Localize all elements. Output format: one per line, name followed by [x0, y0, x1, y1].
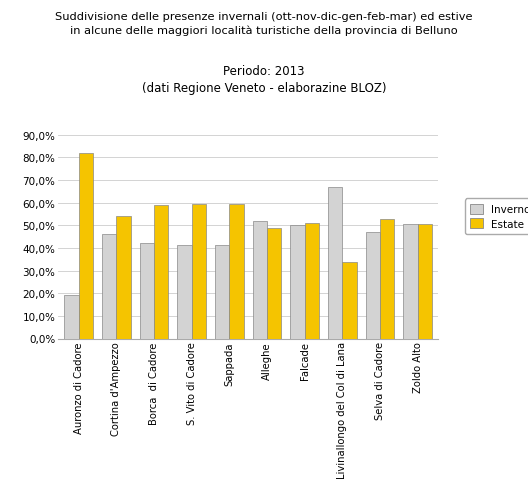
Bar — [229, 204, 243, 339]
Bar — [328, 187, 342, 339]
Bar — [79, 153, 93, 339]
Bar — [380, 219, 394, 339]
Bar — [342, 262, 356, 339]
Bar — [253, 221, 267, 339]
Bar — [215, 245, 229, 339]
Bar — [102, 235, 116, 339]
Bar — [267, 228, 281, 339]
Bar — [140, 244, 154, 339]
Bar — [290, 226, 305, 339]
Legend: Inverno, Estate: Inverno, Estate — [465, 199, 528, 235]
Bar — [64, 296, 79, 339]
Bar — [365, 233, 380, 339]
Bar — [177, 245, 192, 339]
Bar — [418, 225, 432, 339]
Bar — [116, 217, 131, 339]
Text: Suddivisione delle presenze invernali (ott-nov-dic-gen-feb-mar) ed estive
in alc: Suddivisione delle presenze invernali (o… — [55, 12, 473, 36]
Bar — [192, 204, 206, 339]
Bar — [154, 206, 168, 339]
Bar — [403, 225, 418, 339]
Text: Periodo: 2013
(dati Regione Veneto - elaborazine BLOZ): Periodo: 2013 (dati Regione Veneto - ela… — [142, 65, 386, 95]
Bar — [305, 224, 319, 339]
